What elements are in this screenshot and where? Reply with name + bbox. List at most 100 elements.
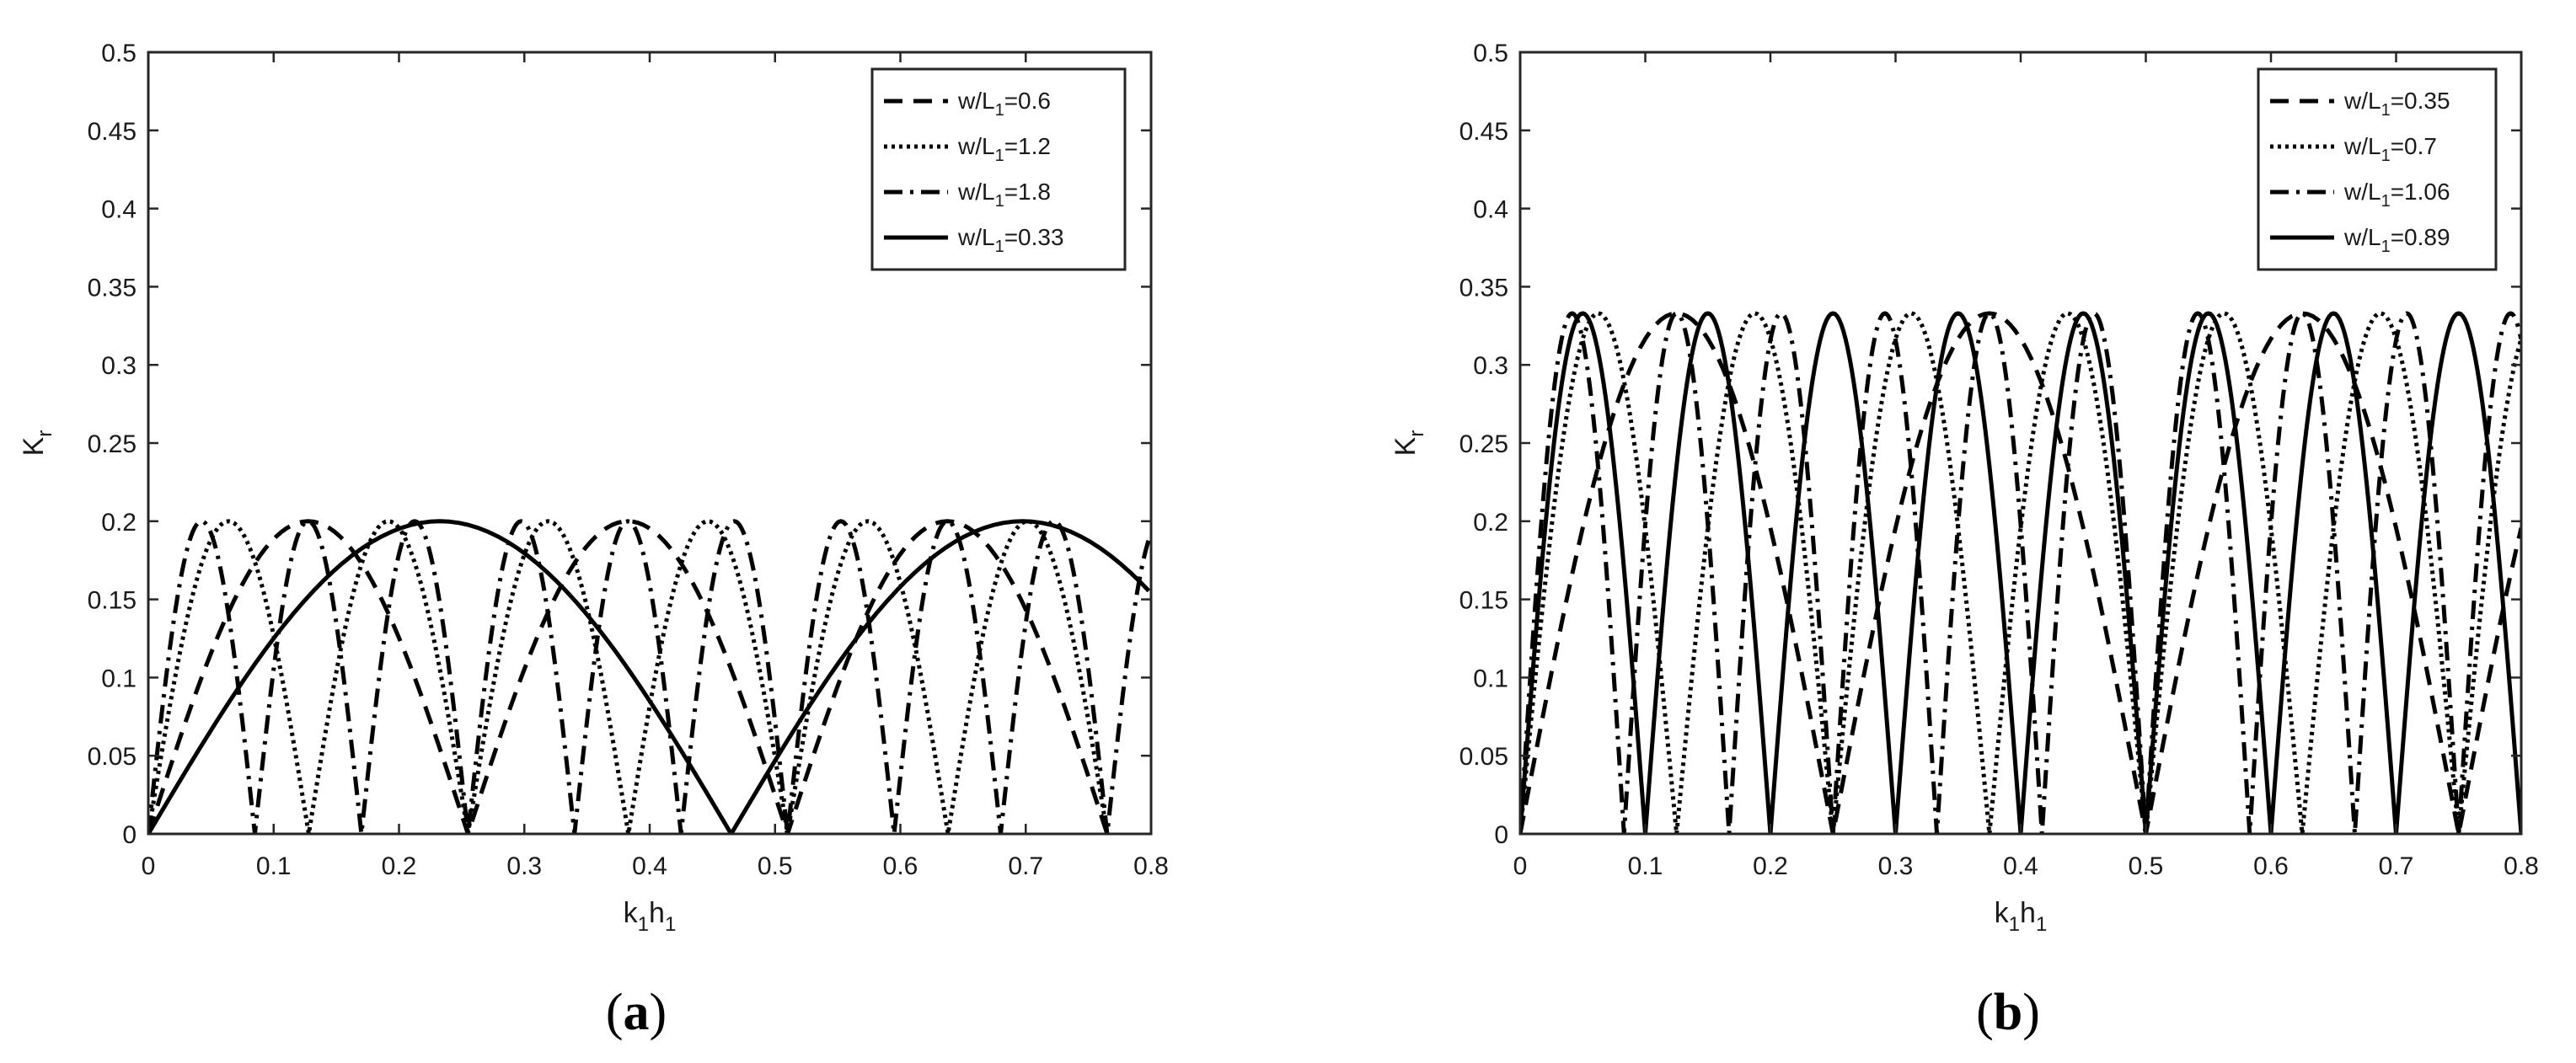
legend-entry-value: =0.7 [2391, 133, 2437, 159]
series-line-dotted [1520, 311, 2521, 834]
legend-entry: w/L1=0.89 [2343, 224, 2450, 256]
legend-entry-prefix: w/L [2343, 88, 2381, 114]
y-tick-label: 0.5 [1473, 40, 1508, 67]
legend-entry-sub: 1 [995, 101, 1004, 120]
y-tick-label: 0.3 [1473, 352, 1508, 380]
legend-entry-value: =0.89 [2391, 224, 2450, 250]
legend-entry-sub: 1 [995, 238, 1004, 256]
x-tick-label: 0.5 [2129, 852, 2164, 880]
y-tick-label: 0.45 [1459, 118, 1508, 146]
series-line-dashdot [148, 519, 1151, 834]
y-tick-label: 0.05 [1459, 743, 1508, 771]
legend-entry: w/L1=0.33 [957, 224, 1064, 256]
x-tick-label: 0.3 [506, 852, 542, 880]
x-axis-label-k: k [1995, 897, 2010, 929]
chart-panel-a: 0 0.1 0.2 0.3 0.4 0.5 0.6 0.7 0.8 0 0.05 0.1 0.15 0.2… [18, 40, 1169, 1041]
x-tick-label: 0.7 [2379, 852, 2414, 880]
x-tick-label: 0 [142, 852, 156, 880]
x-tick-label: 0.5 [758, 852, 793, 880]
x-axis-label-sub: 1 [638, 913, 649, 936]
series-line-solid [148, 519, 1151, 834]
legend-entry-prefix: w/L [957, 179, 995, 205]
y-tick-label: 0 [122, 821, 137, 849]
legend-entry-value: =0.33 [1004, 224, 1064, 250]
legend-entry-prefix: w/L [957, 88, 995, 114]
x-tick-label: 0.1 [1628, 852, 1663, 880]
legend-entry-sub: 1 [2381, 192, 2391, 211]
y-axis-label-K: K [18, 436, 50, 456]
y-tick-label: 0.45 [88, 118, 137, 146]
legend-entry: w/L1=0.6 [957, 88, 1051, 120]
legend-entry: w/L1=1.2 [957, 133, 1051, 165]
legend-entry: w/L1=0.35 [2343, 88, 2450, 120]
y-tick-label: 0.35 [88, 274, 137, 302]
legend: w/L1=0.6w/L1=1.2w/L1=1.8w/L1=0.33 [870, 67, 1127, 271]
panel-label-close: ) [650, 984, 667, 1041]
x-tick-label: 0 [1513, 852, 1528, 880]
y-tick-label: 0.4 [1473, 196, 1508, 224]
panel-label-open: ( [606, 984, 624, 1041]
y-tick-label: 0.15 [1459, 587, 1508, 615]
y-tick-label: 0.4 [101, 196, 137, 224]
x-tick-label: 0.2 [382, 852, 417, 880]
legend: w/L1=0.35w/L1=0.7w/L1=1.06w/L1=0.89 [2257, 67, 2498, 271]
y-tick-label: 0.35 [1459, 274, 1508, 302]
legend-entry-prefix: w/L [2343, 133, 2381, 159]
legend-entry-sub: 1 [995, 147, 1004, 165]
y-tick-label: 0.2 [101, 509, 137, 537]
chart-panel-b: 0 0.1 0.2 0.3 0.4 0.5 0.6 0.7 0.8 0 0.05 0.1 0.15 0.2… [1390, 40, 2539, 1041]
y-axis-label-K: K [1390, 436, 1422, 456]
panel-label: (a) [606, 984, 667, 1041]
series-line-dashdot [1520, 311, 2521, 834]
y-axis-label-sub: r [1406, 430, 1428, 437]
legend-entry-prefix: w/L [2343, 224, 2381, 250]
panel-label-open: ( [1976, 984, 1994, 1041]
legend-entry-sub: 1 [2381, 238, 2391, 256]
x-axis-label-sub: 1 [665, 913, 676, 936]
legend-entry-value: =1.8 [1004, 179, 1051, 205]
legend-entry-sub: 1 [2381, 101, 2391, 120]
y-axis-label: Kr [18, 430, 56, 457]
x-axis-label-sub: 1 [2009, 913, 2020, 936]
y-tick-label: 0.1 [1473, 665, 1508, 692]
x-tick-label: 0.6 [883, 852, 918, 880]
x-tick-label: 0.4 [2003, 852, 2038, 880]
legend-entry-value: =0.35 [2391, 88, 2450, 114]
legend-entry: w/L1=1.8 [957, 179, 1051, 211]
panel-label: (b) [1976, 984, 2040, 1041]
legend-entry: w/L1=1.06 [2343, 179, 2450, 211]
x-tick-label: 0.2 [1753, 852, 1788, 880]
x-axis-label: k1h1 [1995, 897, 2048, 936]
x-axis-label-h: h [2020, 897, 2036, 929]
y-tick-label: 0.3 [101, 352, 137, 380]
y-tick-label: 0.2 [1473, 509, 1508, 537]
legend-entry-sub: 1 [995, 192, 1004, 211]
panel-label-letter: b [1994, 984, 2022, 1041]
y-tick-label: 0.5 [101, 40, 137, 67]
legend-entry-value: =1.06 [2391, 179, 2450, 205]
series-line-dashed [148, 519, 1110, 834]
y-tick-label: 0.05 [88, 743, 137, 771]
legend-entry: w/L1=0.7 [2343, 133, 2437, 165]
x-axis-label: k1h1 [624, 897, 677, 936]
y-tick-label: 0.25 [88, 430, 137, 458]
x-tick-label: 0.1 [256, 852, 292, 880]
x-tick-label: 0.3 [1878, 852, 1914, 880]
y-tick-label: 0.25 [1459, 430, 1508, 458]
x-tick-label: 0.8 [1133, 852, 1169, 880]
y-tick-label: 0.15 [88, 587, 137, 615]
series-group [148, 519, 1151, 834]
y-tick-label: 0.1 [101, 665, 137, 692]
x-tick-label: 0.8 [2504, 852, 2539, 880]
y-axis-label-sub: r [34, 430, 56, 437]
legend-entry-prefix: w/L [957, 133, 995, 159]
y-axis-label: Kr [1390, 430, 1428, 457]
legend-entry-prefix: w/L [2343, 179, 2381, 205]
x-axis-label-k: k [624, 897, 639, 929]
x-axis-label-sub: 1 [2036, 913, 2047, 936]
y-tick-label: 0 [1494, 821, 1508, 849]
x-tick-label: 0.4 [632, 852, 667, 880]
legend-entry-sub: 1 [2381, 147, 2391, 165]
legend-entry-value: =0.6 [1004, 88, 1051, 114]
